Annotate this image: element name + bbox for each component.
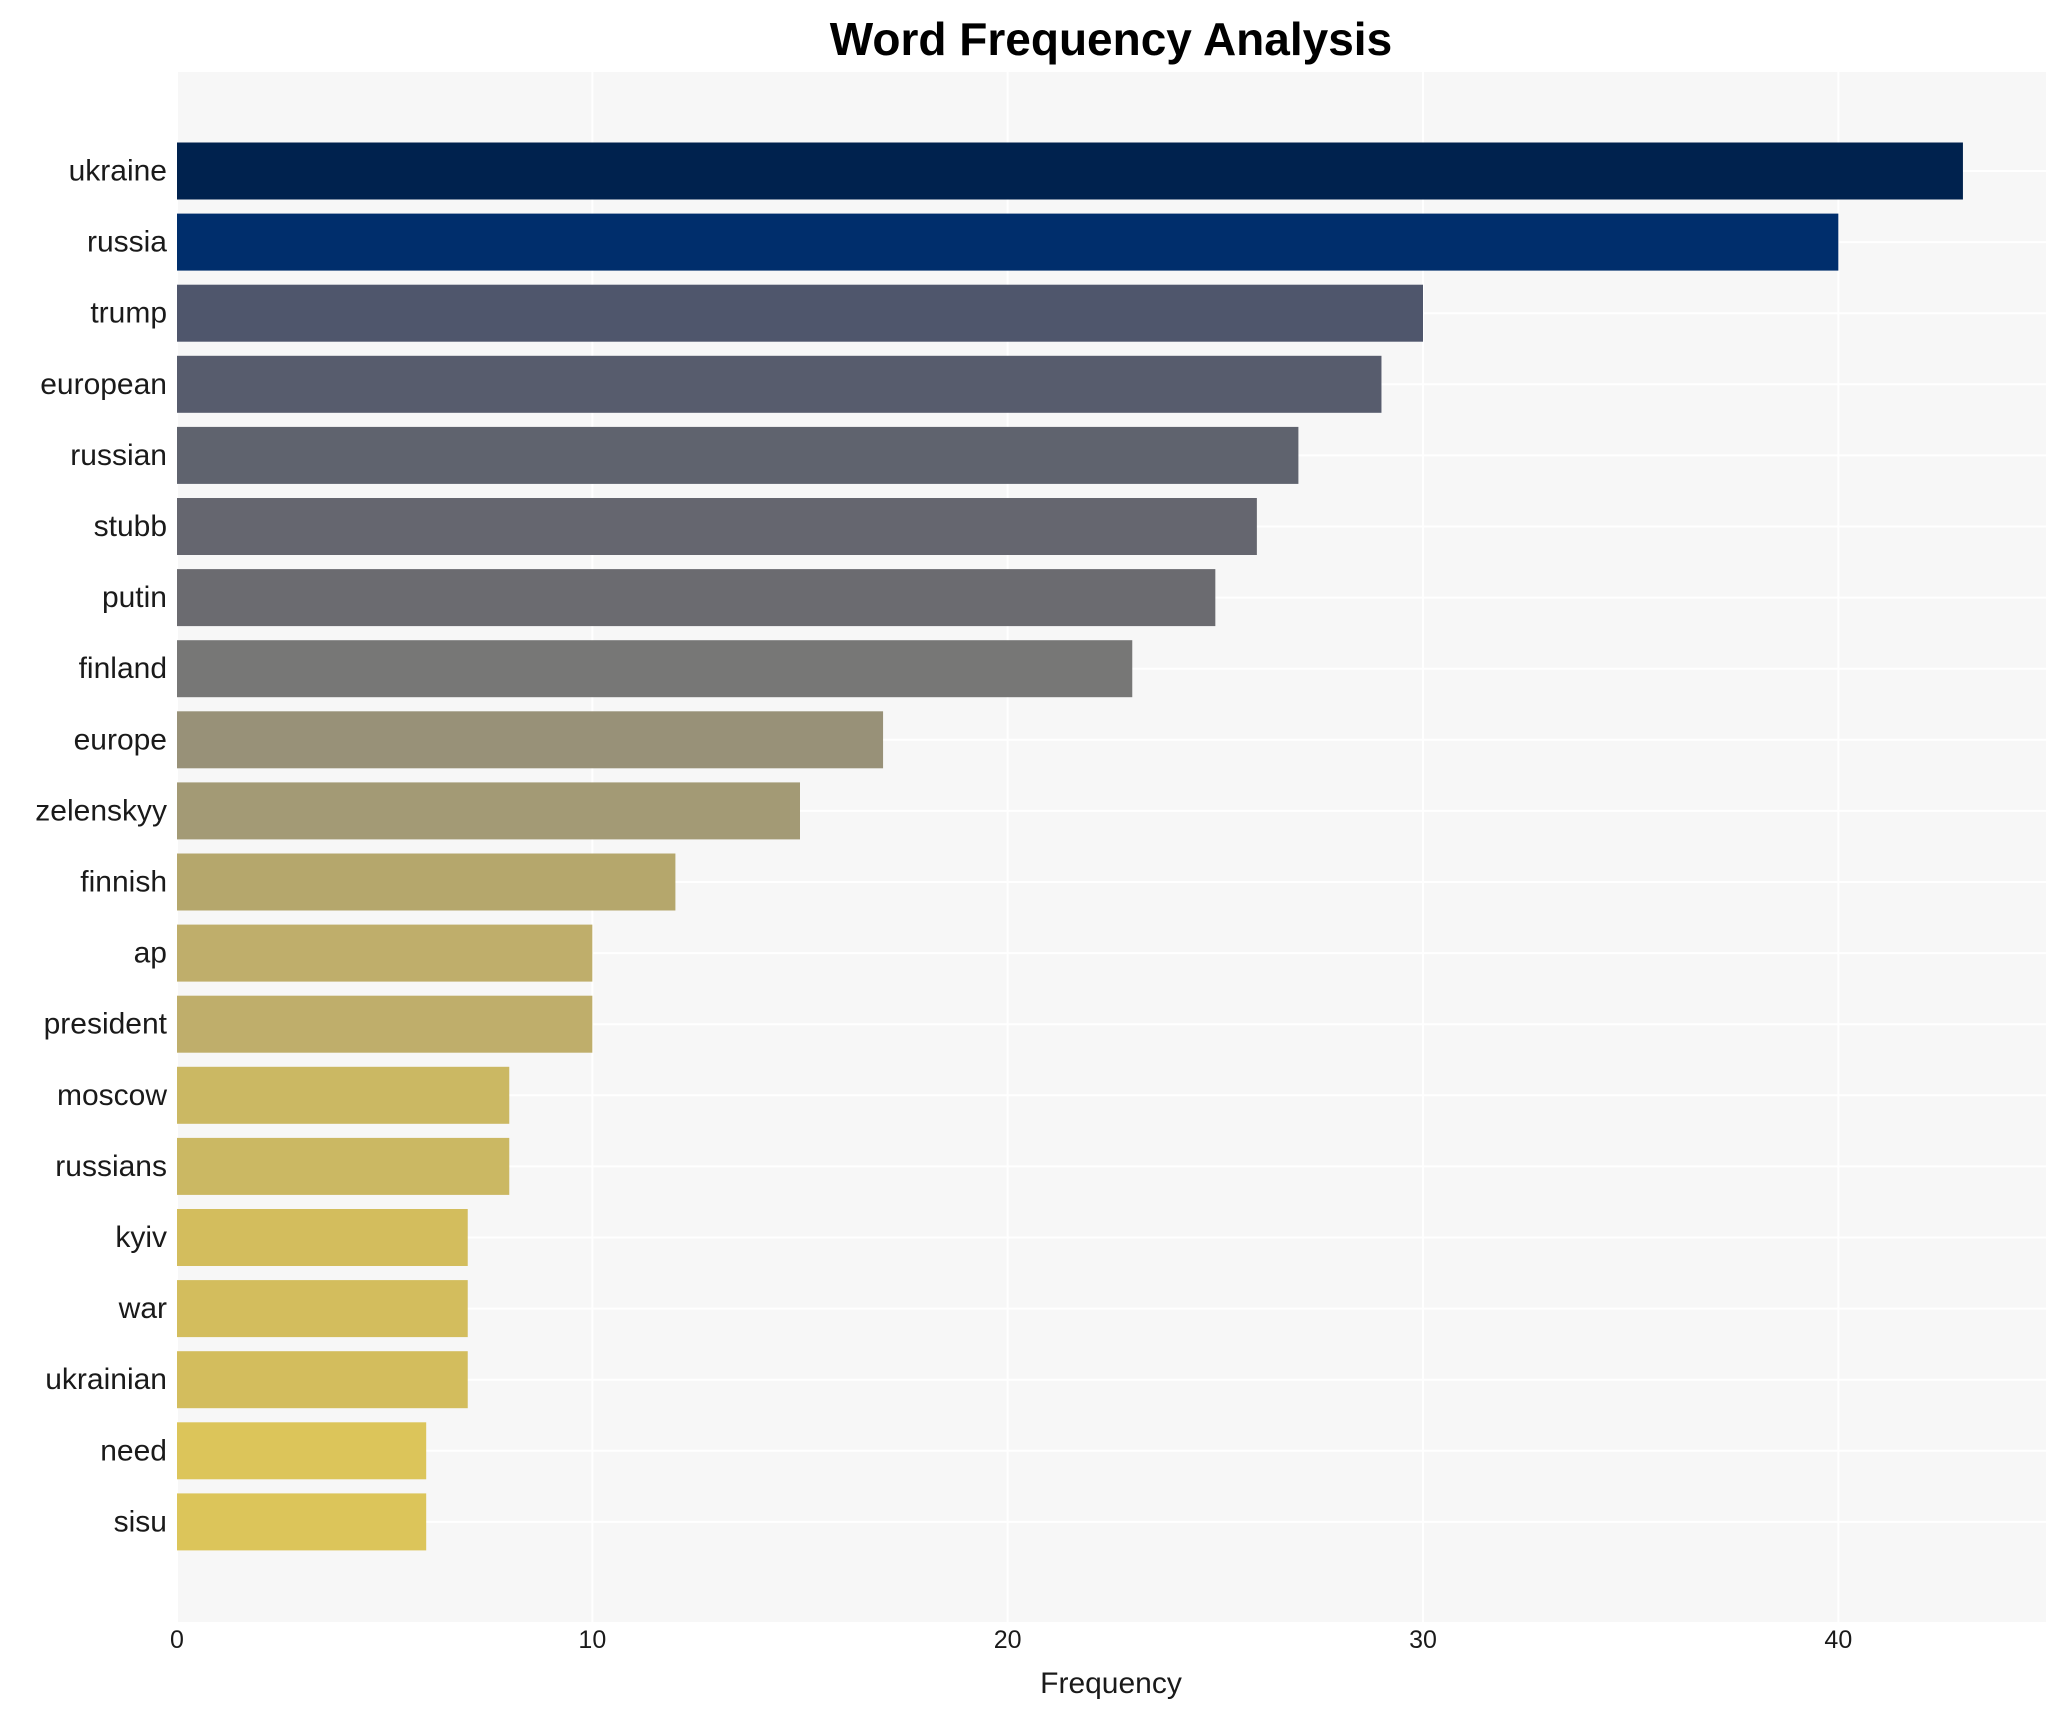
x-tick-label: 40 [1824,1626,1852,1654]
bar-trump [177,284,1423,342]
bar-president [177,995,593,1053]
x-axis-label: Frequency [1040,1667,1182,1700]
bar-stubb [177,498,1257,555]
y-tick-label-russian: russian [70,439,167,472]
y-tick-label-putin: putin [102,581,167,614]
bar-europe [177,711,884,769]
bar-zelenskyy [177,782,800,840]
y-tick-label-ukraine: ukraine [69,155,167,188]
bar-sisu [177,1493,427,1551]
y-tick-label-european: european [40,368,167,401]
x-tick-labels: 0 10 20 30 40 [170,1626,1852,1654]
y-tick-label-stubb: stubb [94,510,167,543]
y-tick-label-russians: russians [55,1150,167,1183]
y-tick-label-moscow: moscow [57,1079,167,1112]
y-tick-label-kyiv: kyiv [115,1221,167,1254]
bar-finnish [177,853,676,911]
bar-russians [177,1137,510,1195]
bar-ukraine [177,142,1963,200]
y-tick-label-need: need [100,1434,167,1467]
chart-title: Word Frequency Analysis [830,13,1392,65]
y-tick-label-europe: europe [74,723,167,756]
bar-ukrainian [177,1351,468,1409]
bar-putin [177,569,1216,627]
x-tick-label: 20 [994,1626,1022,1654]
y-tick-label-ap: ap [134,937,167,970]
y-tick-label-ukrainian: ukrainian [45,1363,167,1396]
x-tick-label: 10 [578,1626,606,1654]
y-tick-label-war: war [118,1292,167,1325]
bar-finland [177,640,1133,698]
y-tick-label-sisu: sisu [114,1505,167,1538]
bar-need [177,1422,427,1480]
y-tick-label-zelenskyy: zelenskyy [35,794,167,827]
y-tick-label-finland: finland [79,652,167,685]
y-tick-label-president: president [44,1008,168,1041]
bar-russian [177,426,1299,484]
y-tick-labels: ukraine russia trump european russian stubb pu… [35,155,167,1539]
y-tick-label-finnish: finnish [80,866,167,899]
bar-kyiv [177,1209,468,1266]
bar-war [177,1280,468,1338]
x-tick-label: 0 [170,1626,184,1654]
y-tick-label-russia: russia [87,226,167,259]
bar-russia [177,213,1839,271]
x-tick-label: 30 [1409,1626,1437,1654]
bar-ap [177,924,593,982]
bars [177,142,1963,1551]
bar-moscow [177,1066,510,1124]
bar-european [177,355,1382,413]
y-tick-label-trump: trump [90,297,167,330]
